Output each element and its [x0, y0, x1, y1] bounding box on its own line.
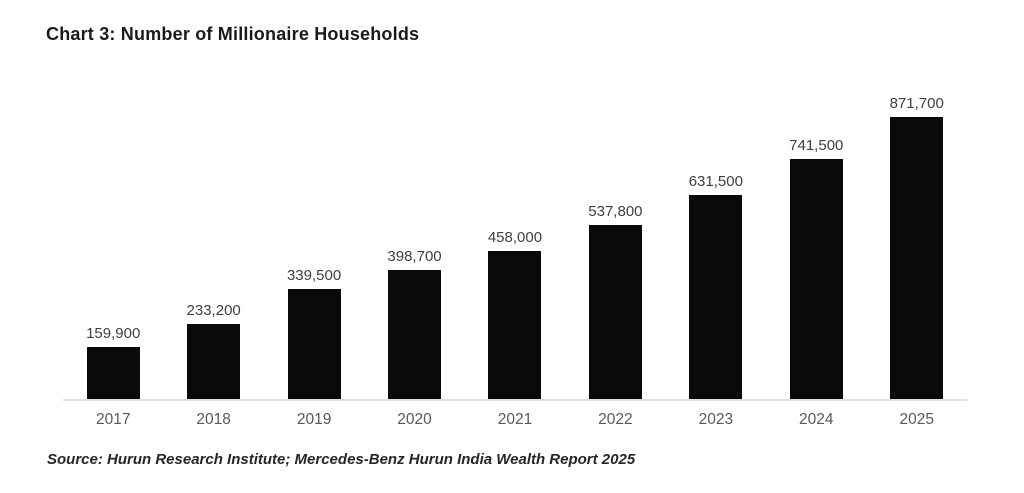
- bar-slot-2018: 233,200: [163, 303, 263, 399]
- source-note: Source: Hurun Research Institute; Merced…: [47, 451, 636, 468]
- x-tick-label-2021: 2021: [497, 411, 533, 428]
- bar-2018: [187, 323, 241, 399]
- bar-2020: [388, 270, 442, 399]
- bar-value-label: 339,500: [286, 267, 342, 285]
- x-tick-label-2022: 2022: [598, 411, 633, 428]
- x-tick-label-2025: 2025: [899, 411, 934, 428]
- x-tick-label-2024: 2024: [799, 411, 834, 428]
- bar-value-label: 458,000: [487, 228, 543, 246]
- bar-2019: [287, 289, 341, 399]
- bar-2022: [588, 225, 642, 399]
- bars-container: 159,900 233,200 339,500 398,700 458,000 537,8…: [63, 96, 967, 399]
- bar-slot-2017: 159,900: [63, 326, 163, 399]
- bar-value-label: 233,200: [186, 301, 241, 319]
- bar-value-label: 398,700: [387, 248, 442, 265]
- bar-slot-2025: 871,700: [867, 96, 967, 399]
- bar-slot-2023: 631,500: [666, 174, 766, 399]
- bar-value-label: 631,500: [688, 172, 743, 190]
- bar-chart-plot-area: 159,900 233,200 339,500 398,700 458,000 537,8…: [63, 96, 967, 400]
- bar-value-label: 537,800: [588, 203, 643, 220]
- bar-slot-2019: 339,500: [264, 268, 364, 399]
- x-axis-labels: 2017 2018 2019 2020 2021 2022 2023 2024 2025: [63, 411, 967, 429]
- bar-2024: [789, 159, 843, 399]
- bar-slot-2020: 398,700: [364, 249, 464, 399]
- x-tick-label-2020: 2020: [397, 411, 432, 428]
- bar-value-label: 159,900: [86, 325, 141, 343]
- bar-2021: [488, 250, 542, 399]
- x-tick-label-2019: 2019: [296, 411, 332, 428]
- bar-slot-2022: 537,800: [565, 204, 665, 399]
- bar-2023: [689, 194, 743, 399]
- bar-2025: [890, 117, 944, 399]
- x-tick-label-2023: 2023: [698, 411, 734, 428]
- bar-value-label: 871,700: [889, 95, 944, 112]
- chart-title: Chart 3: Number of Millionaire Household…: [46, 24, 420, 44]
- bar-value-label: 741,500: [789, 137, 844, 155]
- x-axis-line: [63, 399, 967, 401]
- bar-2017: [86, 347, 140, 399]
- bar-slot-2024: 741,500: [766, 138, 866, 399]
- x-tick-label-2018: 2018: [196, 411, 231, 428]
- bar-slot-2021: 458,000: [465, 230, 565, 399]
- x-tick-label-2017: 2017: [95, 411, 131, 428]
